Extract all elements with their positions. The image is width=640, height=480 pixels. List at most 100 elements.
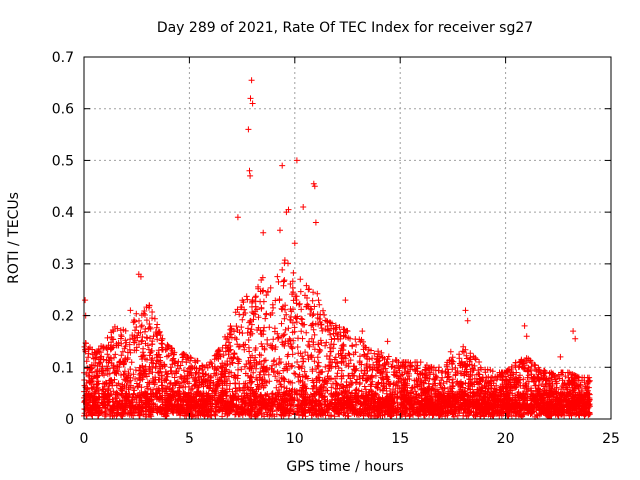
data-point	[364, 368, 371, 374]
data-point	[85, 350, 92, 357]
data-point	[238, 324, 245, 331]
data-point	[140, 367, 147, 374]
data-point	[248, 384, 254, 391]
data-point	[257, 327, 264, 334]
data-point	[530, 378, 537, 385]
data-point	[258, 352, 265, 359]
data-point	[338, 358, 345, 365]
data-point	[320, 307, 326, 314]
data-point	[259, 343, 266, 350]
data-point	[169, 388, 176, 395]
data-point	[383, 375, 390, 381]
data-point	[121, 368, 128, 375]
data-point	[283, 385, 290, 392]
data-point	[215, 347, 222, 354]
data-point	[476, 359, 483, 365]
data-point	[124, 354, 131, 361]
data-point	[275, 335, 281, 342]
data-point	[368, 373, 375, 380]
data-point	[142, 371, 149, 377]
data-point	[94, 384, 101, 391]
data-point	[352, 349, 359, 356]
data-point	[332, 354, 339, 361]
data-point	[328, 341, 335, 348]
data-point	[100, 356, 107, 363]
data-point	[413, 365, 420, 372]
data-point	[128, 359, 135, 366]
data-point	[559, 369, 566, 376]
data-point	[252, 294, 259, 301]
data-point	[232, 334, 238, 341]
data-point	[298, 365, 305, 372]
data-point	[317, 311, 324, 318]
data-point	[244, 296, 251, 303]
data-point	[373, 356, 380, 363]
data-point	[322, 342, 329, 349]
data-point	[328, 384, 335, 391]
data-point	[467, 386, 473, 393]
data-point	[331, 335, 338, 342]
data-point	[244, 329, 251, 336]
data-point	[288, 363, 295, 370]
data-point	[189, 385, 196, 392]
data-point	[449, 354, 456, 361]
data-point	[488, 374, 495, 381]
data-point	[269, 362, 276, 369]
data-point	[245, 337, 252, 343]
data-point	[308, 354, 315, 361]
data-point	[150, 333, 157, 340]
data-point	[289, 319, 296, 326]
data-point	[83, 358, 90, 365]
data-point	[259, 274, 266, 281]
data-point	[226, 339, 232, 346]
data-point	[130, 384, 137, 391]
data-point	[311, 358, 318, 365]
data-point	[261, 346, 268, 353]
data-point	[238, 366, 245, 373]
data-point	[116, 364, 123, 370]
data-point	[167, 379, 174, 386]
data-point	[247, 354, 254, 361]
data-point	[126, 341, 133, 348]
data-point	[164, 353, 170, 360]
data-point	[377, 386, 384, 393]
data-point	[485, 373, 492, 380]
data-point	[241, 346, 248, 353]
data-point	[97, 359, 104, 366]
data-point	[506, 366, 513, 373]
data-point	[315, 297, 322, 304]
data-point	[298, 328, 305, 335]
data-point	[566, 377, 573, 384]
data-point	[195, 369, 202, 376]
data-point	[281, 315, 288, 322]
data-point	[287, 316, 293, 323]
data-point	[281, 384, 288, 391]
data-point	[157, 359, 164, 366]
data-point	[456, 351, 463, 358]
data-point	[287, 281, 294, 287]
data-point	[139, 349, 146, 356]
data-point	[266, 378, 273, 385]
data-point	[233, 323, 240, 330]
data-point	[133, 324, 140, 330]
data-point	[414, 362, 421, 369]
data-point	[245, 357, 252, 364]
data-point	[272, 373, 279, 380]
data-point	[357, 353, 363, 360]
data-point	[292, 293, 299, 300]
data-point	[121, 376, 128, 383]
data-point	[540, 383, 547, 390]
data-point	[147, 335, 153, 342]
data-point	[155, 351, 161, 358]
data-point	[425, 380, 432, 387]
data-point	[462, 346, 469, 353]
data-point	[180, 379, 187, 386]
data-point	[439, 374, 446, 381]
data-point	[339, 355, 346, 362]
data-point	[111, 376, 118, 383]
data-point	[549, 371, 556, 378]
data-point	[139, 356, 146, 363]
data-point	[136, 317, 142, 324]
data-point	[326, 365, 333, 372]
data-point	[192, 370, 199, 377]
